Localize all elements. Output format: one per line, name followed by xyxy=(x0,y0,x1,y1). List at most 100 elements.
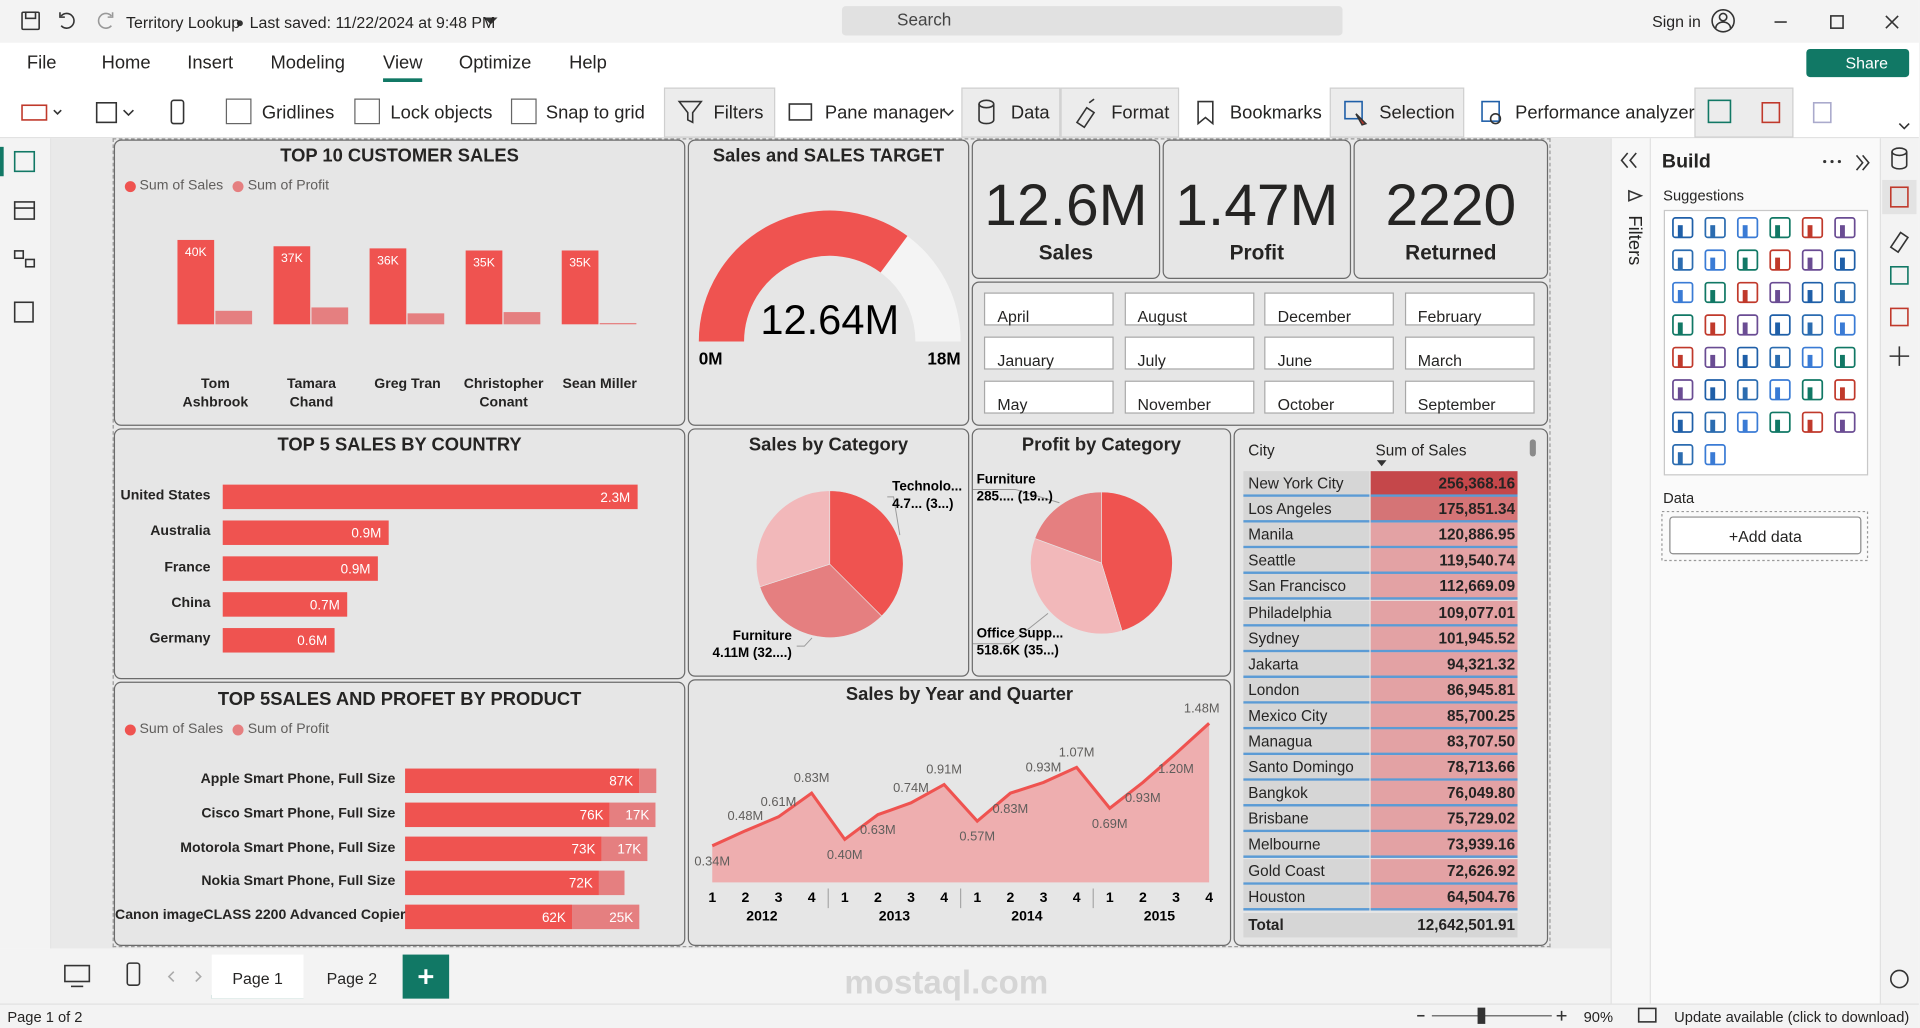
toolbar-item[interactable]: Gridlines xyxy=(261,102,335,124)
toolbar-item[interactable]: Bookmarks xyxy=(1229,102,1322,124)
table-total: Total xyxy=(1248,916,1284,934)
slicer-item[interactable]: May xyxy=(983,380,1114,414)
search-placeholder[interactable]: Search xyxy=(897,9,952,30)
icon xyxy=(1707,99,1732,124)
sign-in[interactable]: Sign in xyxy=(1652,12,1701,31)
table-cell: Melbourne xyxy=(1248,836,1321,854)
ribbon-tab[interactable]: Modeling xyxy=(270,52,345,74)
toolbar-item[interactable]: Lock objects xyxy=(390,102,493,124)
toolbar-item[interactable]: Filters xyxy=(713,102,764,124)
ribbon-tab[interactable]: Help xyxy=(569,52,607,74)
toolbar-item[interactable]: Selection xyxy=(1379,102,1455,124)
table-cell: Bangkok xyxy=(1248,784,1308,802)
page-tab[interactable]: Page 2 xyxy=(304,954,399,999)
ribbon-tab[interactable]: File xyxy=(26,52,57,74)
visual-type-icon-fill xyxy=(1742,419,1748,433)
checkbox[interactable] xyxy=(225,98,252,125)
slicer-item[interactable]: November xyxy=(1124,380,1254,414)
visual-type-icon-fill xyxy=(1742,387,1748,400)
y-tick-label: Canon imageCLASS 2200 Advanced Copier xyxy=(115,908,406,923)
gauge-min-label: 0M xyxy=(699,349,723,369)
table-cell-bg xyxy=(1370,574,1518,601)
visual-type-icon-fill xyxy=(1775,419,1781,433)
toolbar-button-bg xyxy=(961,87,1061,138)
slicer-item[interactable]: June xyxy=(1264,336,1394,370)
slicer-item[interactable]: July xyxy=(1124,336,1254,370)
legend-label: Sum of Profit xyxy=(247,178,330,194)
data-label: 0.48M xyxy=(728,808,764,823)
slicer-item[interactable]: January xyxy=(983,336,1114,370)
table-cell: 73,939.16 xyxy=(1447,836,1516,854)
table-cell-bg xyxy=(1370,522,1518,549)
slicer-item[interactable]: December xyxy=(1264,292,1394,326)
table-cell-bg xyxy=(1370,755,1518,781)
icon xyxy=(195,971,202,983)
slicer-item[interactable]: February xyxy=(1404,292,1535,326)
icon xyxy=(64,964,91,983)
toolbar-item[interactable]: Format xyxy=(1111,102,1170,124)
update-notice[interactable]: Update available (click to download) xyxy=(1674,1008,1910,1026)
slice-label: Office Supp... xyxy=(977,626,1064,641)
plus-glyph xyxy=(418,969,434,984)
icon xyxy=(1889,231,1910,254)
zoom-level: 90% xyxy=(1583,1008,1614,1026)
toolbar-item[interactable]: Snap to grid xyxy=(545,102,645,124)
icon xyxy=(942,109,954,117)
scrollbar[interactable] xyxy=(1529,439,1536,457)
bar-segment xyxy=(405,870,599,896)
ribbon-tab[interactable]: Home xyxy=(101,52,151,74)
legend-marker xyxy=(124,180,136,192)
report-page xyxy=(112,138,1551,948)
visual-title: TOP 5 SALES BY COUNTRY xyxy=(277,434,522,456)
x-group-label: 2015 xyxy=(1144,907,1175,923)
x-tick-label: 1 xyxy=(841,889,849,905)
visual-type-icon-fill xyxy=(1839,290,1845,303)
checkbox[interactable] xyxy=(354,98,380,125)
add-data-button[interactable]: +Add data xyxy=(1669,516,1862,555)
table-cell: 175,851.34 xyxy=(1438,500,1516,518)
toolbar-item[interactable]: Pane manager xyxy=(824,102,946,124)
icon xyxy=(1620,152,1637,169)
checkbox[interactable] xyxy=(510,98,537,125)
slicer-item[interactable]: August xyxy=(1124,292,1254,326)
filters-pane-label[interactable]: Filters xyxy=(1623,215,1645,266)
icon xyxy=(123,109,134,117)
sort-indicator xyxy=(1376,460,1387,467)
y-tick-label: Nokia Smart Phone, Full Size xyxy=(201,874,396,889)
data-label: 1.07M xyxy=(1059,744,1095,759)
slice-detail: 285.... (19...) xyxy=(977,489,1053,504)
ribbon-tab[interactable]: Insert xyxy=(187,52,234,74)
table-cell-bg xyxy=(1370,651,1518,678)
toolbar-item[interactable]: Performance analyzer xyxy=(1515,102,1695,124)
share-button[interactable]: Share xyxy=(1806,48,1910,78)
x-tick-label: Tamara Chand xyxy=(286,376,336,410)
visual-type-icon-fill xyxy=(1775,387,1781,400)
icon xyxy=(1761,102,1781,124)
slicer-item[interactable]: April xyxy=(983,292,1114,326)
ribbon-tab[interactable]: Optimize xyxy=(458,52,532,74)
column-header[interactable]: Sum of Sales xyxy=(1375,441,1467,459)
visual-type-icon-fill xyxy=(1775,257,1781,270)
area-fill xyxy=(712,723,1210,883)
table-cell: Mexico City xyxy=(1248,707,1328,725)
watermark: mostaql.com xyxy=(844,964,1049,1002)
toolbar-item[interactable]: Data xyxy=(1010,102,1050,124)
ribbon-toolbar xyxy=(0,85,1919,139)
slicer-item[interactable]: October xyxy=(1264,380,1394,414)
legend-item: Sum of Profit xyxy=(233,178,330,194)
new-page-button[interactable] xyxy=(402,954,450,999)
page-tab[interactable]: Page 1 xyxy=(211,954,304,999)
table-cell: Gold Coast xyxy=(1248,862,1325,880)
table-cell: Jakarta xyxy=(1248,655,1299,673)
table-cell-bg xyxy=(1243,806,1370,833)
slicer-item[interactable]: September xyxy=(1404,380,1535,414)
table-cell-bg xyxy=(1243,781,1370,807)
y-tick-label: Australia xyxy=(150,524,211,539)
slicer-item[interactable]: March xyxy=(1404,336,1535,370)
visual-canvas: 12.64M 0M 18M xyxy=(698,210,961,369)
ribbon-tab[interactable]: View xyxy=(383,52,423,74)
y-tick-label: United States xyxy=(120,488,211,503)
card-value: 12.6M xyxy=(984,173,1148,239)
visual-canvas: Technolo... 4.7... (3...) Furniture 4.11M (… xyxy=(713,479,963,660)
visual-type-icon-fill xyxy=(1839,322,1845,335)
